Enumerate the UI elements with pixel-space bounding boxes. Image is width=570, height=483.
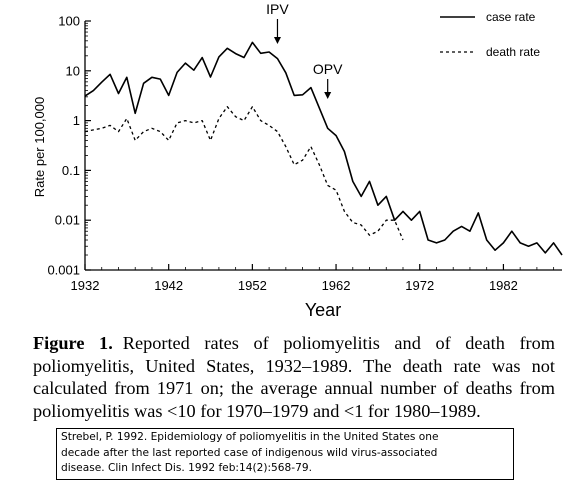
figure-caption: Figure 1. Reported rates of poliomyelitis…: [33, 332, 555, 422]
figure-caption-text: Reported rates of poliomyelitis and of d…: [33, 333, 556, 421]
death-rate-line: [84, 106, 404, 241]
citation-line: Strebel, P. 1992. Epidemiology of poliom…: [61, 431, 439, 443]
x-tick-label: 1942: [154, 278, 183, 293]
poliomyelitis-rate-chart: 0.001 0.01 0.1 1 10 100 1932 1942 1952 1962 1972 19…: [32, 1, 563, 320]
figure-label: Figure 1.: [33, 333, 113, 353]
x-tick-label: 1962: [322, 278, 351, 293]
y-tick-label: 0.001: [47, 263, 80, 278]
legend-label: death rate: [486, 45, 540, 59]
annotation-arrowhead: [324, 92, 332, 99]
chart-axes: 0.001 0.01 0.1 1 10 100 1932 1942 1952 1962 1972 19…: [47, 14, 562, 293]
x-axis-title: Year: [305, 300, 341, 320]
y-tick-label: 100: [58, 14, 80, 29]
x-tick-label: 1932: [71, 278, 100, 293]
x-tick-label: 1972: [405, 278, 434, 293]
citation-line: disease. Clin Infect Dis. 1992 feb:14(2)…: [61, 462, 312, 474]
chart-legend: case rate death rate: [440, 10, 540, 59]
chart-annotations: IPV OPV: [266, 1, 343, 99]
citation-box: Strebel, P. 1992. Epidemiology of poliom…: [56, 428, 514, 480]
x-tick-label: 1982: [489, 278, 518, 293]
y-tick-label: 10: [66, 63, 80, 78]
x-tick-label: 1952: [238, 278, 267, 293]
y-axis-title: Rate per 100,000: [32, 97, 47, 197]
y-tick-label: 0.01: [55, 213, 80, 228]
legend-label: case rate: [486, 10, 536, 24]
annotation-label: IPV: [266, 1, 289, 17]
y-tick-label: 1: [73, 113, 80, 128]
annotation-label: OPV: [313, 61, 343, 77]
y-tick-label: 0.1: [62, 163, 80, 178]
case-rate-line: [84, 41, 563, 256]
annotation-arrowhead: [273, 37, 281, 44]
citation-line: decade after the last reported case of i…: [61, 446, 438, 459]
chart-series: [84, 41, 563, 256]
